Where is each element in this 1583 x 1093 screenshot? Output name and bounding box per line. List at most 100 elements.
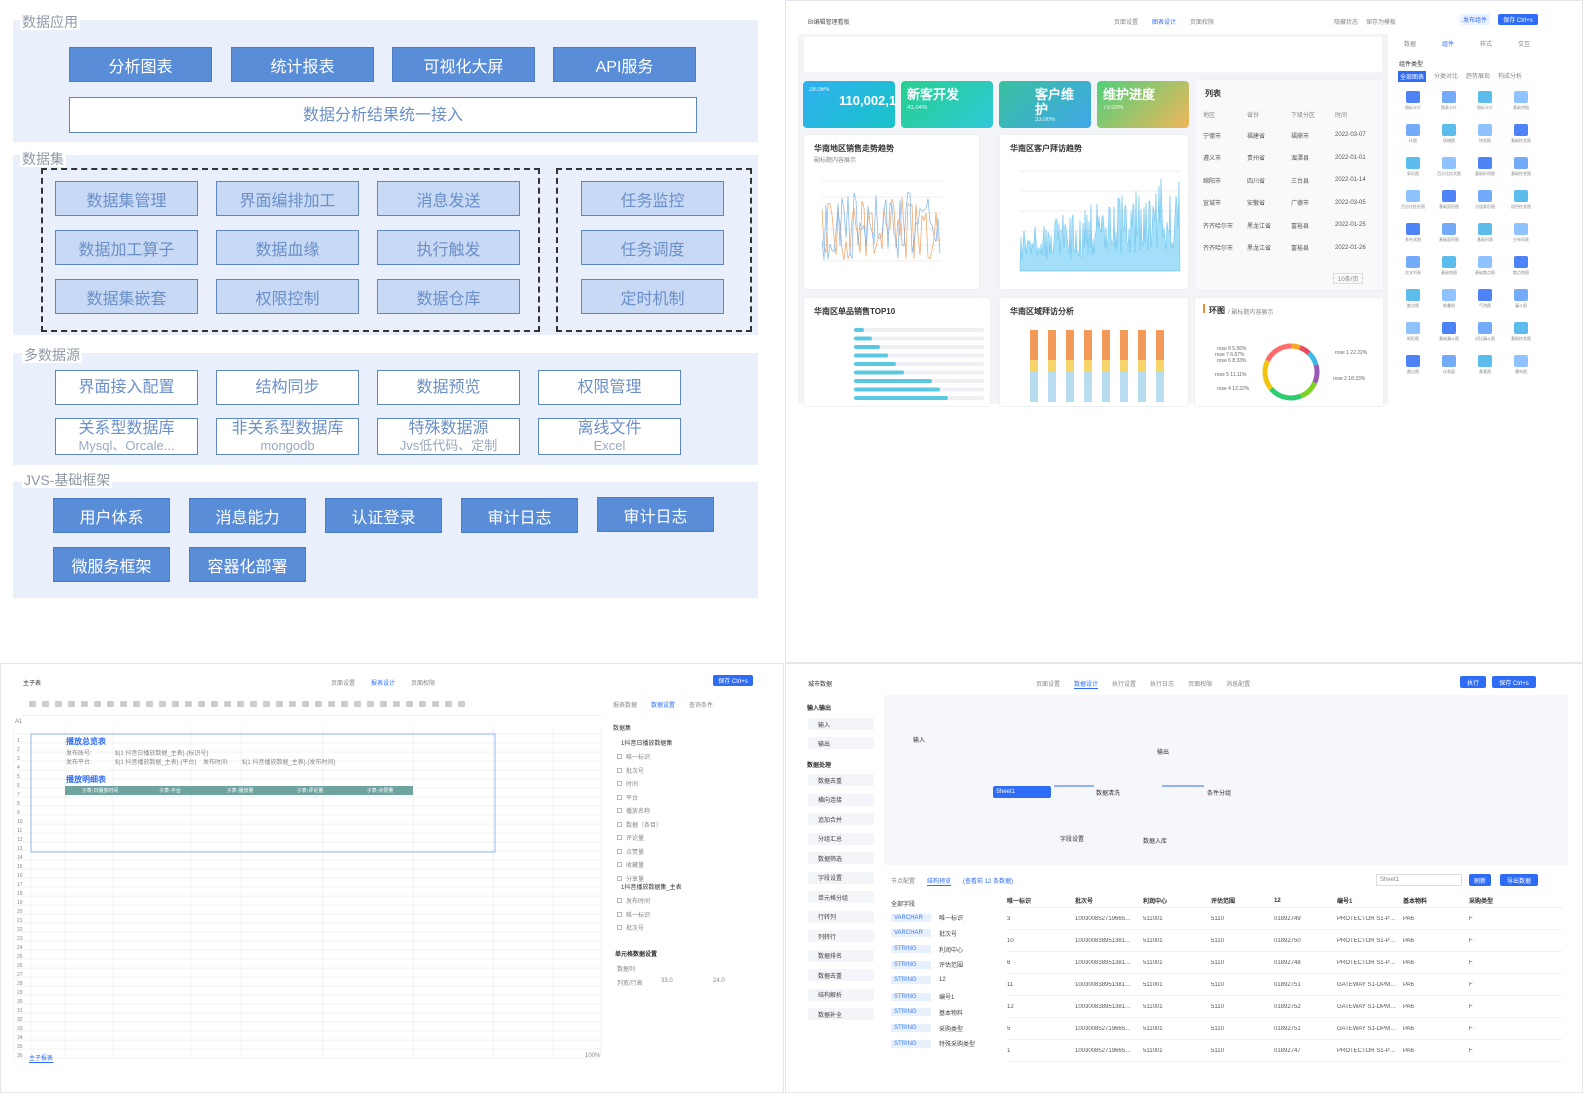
field-item[interactable]: 平台: [617, 791, 757, 805]
kpi-card[interactable]: 客户维护 33.00%: [999, 81, 1091, 128]
flow-node[interactable]: 字段设置: [1060, 836, 1085, 843]
list-row[interactable]: 绵阳市 四川省 三台县 2022-01-14: [1203, 169, 1379, 192]
flow-tab[interactable]: 执行设置: [1112, 682, 1137, 688]
detail-col[interactable]: 子表-点赞量: [366, 788, 394, 794]
toolbar-icon[interactable]: [289, 701, 296, 707]
flow-node[interactable]: 输出: [1157, 749, 1170, 756]
rtab-report-data[interactable]: 报表数据: [613, 703, 638, 709]
field-row[interactable]: STRING 12: [891, 976, 946, 985]
toolbar-icon[interactable]: [29, 701, 36, 707]
palette-item[interactable]: 基础柱状图: [1504, 153, 1538, 183]
palette-item[interactable]: 基础柱状图: [1504, 318, 1538, 348]
app-btn-chart[interactable]: 分析图表: [69, 47, 212, 82]
table-row[interactable]: 5 100300852719665… 511001 5110 01892751 GATEW…: [1007, 1018, 1562, 1040]
table-row[interactable]: 12 100300838951381… 511001 5110 01892752 GATE…: [1007, 996, 1562, 1018]
publish-account-value[interactable]: ${1 抖音日播放数据_主表}.{标识号}: [115, 751, 209, 757]
list-row[interactable]: 齐齐哈尔市 黑龙江省 富裕县 2022-01-25: [1203, 214, 1379, 237]
publish-time-value[interactable]: ${1 抖音播放数据_主表}.{发布时间}: [242, 760, 336, 766]
field-item[interactable]: 唯一标识: [617, 908, 757, 922]
side-process-item[interactable]: 追加合并: [808, 813, 874, 825]
base-item[interactable]: 审计日志: [461, 498, 578, 533]
palette-item[interactable]: 漏斗图: [1504, 285, 1538, 315]
field-item[interactable]: 发布时间: [617, 894, 757, 908]
toolbar-icon[interactable]: [120, 701, 127, 707]
palette-item[interactable]: 基础列表: [1468, 219, 1502, 249]
toolbar-icon[interactable]: [146, 701, 153, 707]
filter-trend[interactable]: 趋势展现: [1466, 74, 1491, 80]
cell-ref[interactable]: A1: [15, 719, 23, 725]
toolbar-icon[interactable]: [445, 701, 452, 707]
rtab-query[interactable]: 查询条件: [689, 703, 714, 709]
toolbar-icon[interactable]: [315, 701, 322, 707]
palette-item[interactable]: 基础饼图: [1504, 87, 1538, 117]
palette-item[interactable]: 分布列表: [1504, 219, 1538, 249]
side-process-item[interactable]: 数据去重: [808, 774, 874, 786]
field-item[interactable]: 分享量: [617, 872, 757, 886]
toolbar-icon[interactable]: [341, 701, 348, 707]
toolbar-icon[interactable]: [198, 701, 205, 707]
hide-state-action[interactable]: 隐藏状态: [1334, 20, 1359, 26]
palette-item[interactable]: 组合柱状图: [1504, 186, 1538, 216]
tab-page-permission[interactable]: 页面权限: [1190, 20, 1215, 26]
tab-page-permission[interactable]: 页面权限: [411, 681, 436, 687]
dataset-item[interactable]: 执行触发: [377, 230, 520, 265]
field-row[interactable]: STRING 特殊采购类型: [891, 1039, 975, 1048]
toolbar-icon[interactable]: [55, 701, 62, 707]
palette-item[interactable]: 环图: [1396, 120, 1430, 150]
save-button[interactable]: 保存 Ctrl+s: [713, 675, 753, 686]
rtab-component[interactable]: 组件: [1442, 42, 1455, 48]
toolbar-icon[interactable]: [133, 701, 140, 707]
toolbar-icon[interactable]: [159, 701, 166, 707]
sheet-select[interactable]: Sheet1: [1376, 874, 1462, 886]
dataset-item[interactable]: 数据集管理: [55, 181, 198, 216]
toolbar-icon[interactable]: [94, 701, 101, 707]
run-button[interactable]: 执行: [1460, 676, 1486, 688]
kpi-card[interactable]: 维护进度 73.00%: [1097, 81, 1189, 128]
side-process-item[interactable]: 列转行: [808, 930, 874, 942]
base-item[interactable]: 微服务框架: [53, 547, 170, 582]
toolbar-icon[interactable]: [42, 701, 49, 707]
source-type-item[interactable]: 关系型数据库 Mysql、Orcale...: [55, 418, 198, 455]
save-template-action[interactable]: 保存为模板: [1366, 20, 1397, 26]
field-row[interactable]: VARCHAR 唯一标识: [891, 913, 963, 922]
field-item[interactable]: 播放名称: [617, 804, 757, 818]
field-row[interactable]: STRING 编号1: [891, 992, 954, 1001]
field-item[interactable]: 数据（条目）: [617, 818, 757, 832]
export-button[interactable]: 导出数据: [1500, 874, 1538, 886]
app-btn-api[interactable]: API服务: [553, 47, 696, 82]
refresh-button[interactable]: 刷新: [1469, 874, 1491, 886]
kpi-card[interactable]: 28.06% 110,002,1: [803, 81, 896, 128]
app-btn-report[interactable]: 统计报表: [231, 47, 374, 82]
app-btn-screen[interactable]: 可视化大屏: [392, 47, 535, 82]
toolbar-icon[interactable]: [458, 701, 465, 707]
detail-col[interactable]: 子表-播放量: [226, 788, 254, 794]
field-item[interactable]: 收藏量: [617, 858, 757, 872]
palette-item[interactable]: 堆叠图: [1432, 285, 1466, 315]
side-process-item[interactable]: 单元格分组: [808, 891, 874, 903]
palette-item[interactable]: 气泡图: [1468, 285, 1502, 315]
side-process-item[interactable]: 行转列: [808, 910, 874, 923]
dataset-item[interactable]: 数据集嵌套: [55, 279, 198, 314]
palette-item[interactable]: 百分比柱状图: [1432, 153, 1466, 183]
detail-col[interactable]: 子表-平台: [159, 788, 181, 794]
rtab-style[interactable]: 样式: [1480, 42, 1493, 48]
palette-item[interactable]: 百分比柱形图: [1396, 186, 1430, 216]
flow-tab[interactable]: 消息配置: [1226, 682, 1251, 688]
side-process-item[interactable]: 数据补全: [808, 1008, 874, 1020]
filter-all[interactable]: 全部图表: [1398, 71, 1427, 82]
toolbar-icon[interactable]: [237, 701, 244, 707]
page-size-select[interactable]: 10条/页: [1333, 273, 1364, 284]
filter-compose[interactable]: 构成分析: [1498, 74, 1523, 80]
field-item[interactable]: 批次号: [617, 921, 757, 935]
source-type-item[interactable]: 特殊数据源 Jvs低代码、定制: [377, 418, 520, 455]
toolbar-icon[interactable]: [263, 701, 270, 707]
source-config-item[interactable]: 界面接入配置: [55, 370, 198, 405]
dataset-item[interactable]: 数据加工算子: [55, 230, 198, 265]
palette-item[interactable]: 基础面积图: [1432, 219, 1466, 249]
field-row[interactable]: STRING 评估范围: [891, 960, 963, 969]
setting-height[interactable]: 24.0: [713, 978, 725, 984]
filter-compare[interactable]: 分类对比: [1434, 74, 1459, 80]
field-row[interactable]: STRING 采购类型: [891, 1024, 963, 1033]
palette-item[interactable]: 指标卡片: [1396, 87, 1430, 117]
tab-chart-design[interactable]: 图表设计: [1152, 20, 1177, 26]
